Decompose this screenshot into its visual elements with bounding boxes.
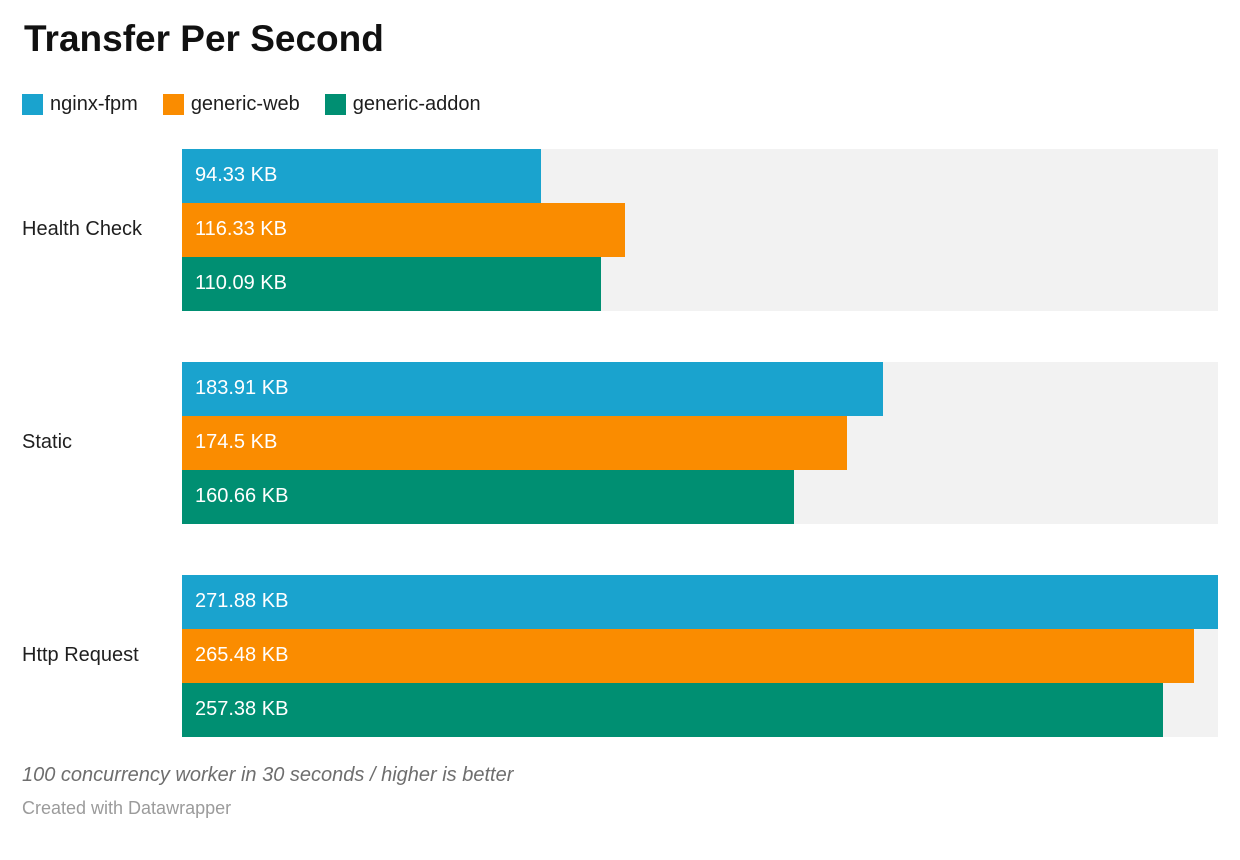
bar-nginx-fpm: 94.33 KB <box>182 148 542 203</box>
bar-value-label: 271.88 KB <box>195 590 289 613</box>
legend-item-generic-addon: generic-addon <box>324 92 481 116</box>
bar-row: 160.66 KB <box>182 469 1218 524</box>
bar-nginx-fpm: 183.91 KB <box>182 361 883 416</box>
bar-row: 271.88 KB <box>182 574 1218 629</box>
bar-track: 271.88 KB 265.48 KB 257.38 KB <box>182 574 1218 737</box>
bar-value-label: 257.38 KB <box>195 698 289 721</box>
bar-value-label: 110.09 KB <box>195 272 287 295</box>
bar-track: 94.33 KB 116.33 KB 110.09 KB <box>182 148 1218 311</box>
legend-item-generic-web: generic-web <box>162 92 300 116</box>
bar-value-label: 160.66 KB <box>195 485 289 508</box>
bar-row: 183.91 KB <box>182 361 1218 416</box>
bar-row: 110.09 KB <box>182 256 1218 311</box>
legend-swatch-nginx-fpm <box>22 93 43 115</box>
legend-label: generic-web <box>190 92 300 115</box>
bar-chart: Health Check 94.33 KB 116.33 KB 110.09 KB St… <box>22 148 1218 737</box>
bar-row: 265.48 KB <box>182 628 1218 683</box>
bar-value-label: 116.33 KB <box>195 218 287 241</box>
legend: nginx-fpm generic-web generic-addon <box>22 93 1218 116</box>
bar-group: Http Request 271.88 KB 265.48 KB 257.38 KB <box>22 574 1218 737</box>
bar-row: 94.33 KB <box>182 148 1218 203</box>
bar-row: 174.5 KB <box>182 415 1218 470</box>
bar-generic-addon: 160.66 KB <box>182 469 795 524</box>
category-label: Static <box>22 431 73 454</box>
bar-track: 183.91 KB 174.5 KB 160.66 KB <box>182 361 1218 524</box>
legend-swatch-generic-web <box>162 93 184 115</box>
legend-swatch-generic-addon <box>324 93 346 115</box>
chart-note: 100 concurrency worker in 30 seconds / h… <box>22 763 514 786</box>
attribution: Created with Datawrapper <box>22 797 232 818</box>
bar-generic-addon: 110.09 KB <box>182 256 602 311</box>
chart-title: Transfer Per Second <box>24 18 384 59</box>
legend-item-nginx-fpm: nginx-fpm <box>22 93 138 116</box>
bar-generic-web: 116.33 KB <box>182 202 626 257</box>
bar-nginx-fpm: 271.88 KB <box>182 574 1218 629</box>
bar-group: Static 183.91 KB 174.5 KB 160.66 KB <box>22 361 1218 524</box>
bar-generic-web: 174.5 KB <box>182 415 847 470</box>
bar-value-label: 94.33 KB <box>195 164 278 187</box>
category-label: Health Check <box>22 218 143 241</box>
bar-value-label: 265.48 KB <box>195 644 289 667</box>
bar-value-label: 174.5 KB <box>195 431 278 454</box>
legend-label: generic-addon <box>352 92 481 115</box>
bar-generic-web: 265.48 KB <box>182 628 1194 683</box>
category-label: Http Request <box>22 644 139 667</box>
legend-label: nginx-fpm <box>50 92 138 115</box>
bar-value-label: 183.91 KB <box>195 377 289 400</box>
bar-group: Health Check 94.33 KB 116.33 KB 110.09 KB <box>22 148 1218 311</box>
bar-generic-addon: 257.38 KB <box>182 682 1163 737</box>
chart-container: Transfer Per Second nginx-fpm generic-web… <box>22 18 1218 818</box>
bar-row: 116.33 KB <box>182 202 1218 257</box>
bar-row: 257.38 KB <box>182 682 1218 737</box>
